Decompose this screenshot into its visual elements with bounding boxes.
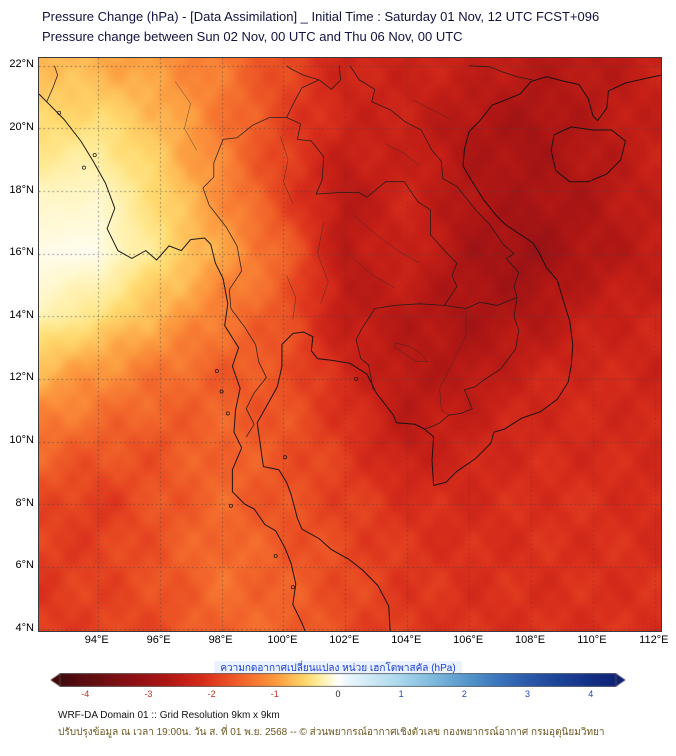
y-axis-tick-label: 14°N [9, 308, 34, 321]
x-axis-tick-label: 100°E [267, 634, 298, 646]
island-outline [219, 389, 224, 394]
coastline [256, 74, 661, 631]
y-axis-tick-label: 16°N [9, 246, 34, 259]
province-border [351, 256, 396, 289]
x-axis-tick-label: 102°E [329, 634, 360, 646]
island-outline [290, 585, 295, 590]
x-axis-tick-label: 110°E [577, 634, 607, 646]
colorbar-label-row: ความกดอากาศเปลี่ยนแปลง หน่วย เฮกโตพาสคัล… [0, 658, 676, 676]
pressure-change-heatmap [39, 58, 661, 631]
colorbar-tick-label: 4 [588, 689, 594, 699]
x-axis-tick-label: 104°E [391, 634, 422, 646]
colorbar-label: ความกดอากาศเปลี่ยนแปลง หน่วย เฮกโตพาสคัล… [214, 661, 462, 676]
province-border [413, 100, 451, 120]
island-outline [214, 369, 219, 374]
footer-credit-thai: ปรับปรุงข้อมูล ณ เวลา 19:00น. วัน ส. ที่… [58, 727, 605, 738]
colorbar: -4 -3 -2 -1 0 1 2 3 4 [50, 673, 626, 703]
island-outline [92, 153, 97, 158]
y-axis-tick-label: 20°N [9, 120, 34, 133]
colorbar-tick-label: -3 [144, 689, 153, 699]
y-axis-latitude-labels: 22°N 20°N 18°N 16°N 14°N 12°N 10°N 8°N 6°N 4°N [0, 57, 36, 634]
x-axis-tick-label: 108°E [514, 634, 546, 646]
country-border [46, 65, 59, 102]
country-border [286, 65, 320, 81]
y-axis-tick-label: 18°N [9, 183, 34, 196]
country-border [318, 65, 342, 90]
island-outline [354, 376, 359, 381]
x-axis-longitude-labels: 94°E 96°E 98°E 100°E 102°E 104°E 106°E 108°E 110… [38, 634, 669, 649]
province-border [385, 143, 420, 167]
y-axis-tick-label: 22°N [9, 58, 34, 71]
map-frame [38, 57, 662, 632]
country-borders-overlay [39, 65, 661, 631]
y-axis-tick-label: 12°N [9, 371, 34, 384]
chart-title: Pressure Change (hPa) - [Data Assimilati… [42, 9, 600, 24]
coastline [39, 93, 306, 631]
y-axis-tick-label: 10°N [9, 434, 34, 447]
island-outline [57, 110, 62, 115]
colorbar-tick-label: 1 [398, 689, 404, 699]
colorbar-tick-label: 0 [335, 689, 341, 699]
x-axis-tick-label: 98°E [208, 634, 233, 646]
header: Pressure Change (hPa) - [Data Assimilati… [42, 8, 599, 47]
x-axis-tick-label: 112°E [639, 634, 669, 646]
province-border [439, 308, 467, 416]
x-axis-tick-label: 96°E [146, 634, 171, 646]
x-axis-tick-label: 106°E [453, 634, 484, 646]
province-border [286, 275, 297, 320]
country-border [286, 117, 458, 306]
colorbar-tick-label: -2 [207, 689, 216, 699]
island-outline [273, 553, 278, 558]
chart-subtitle: Pressure change between Sun 02 Nov, 00 U… [42, 28, 463, 44]
y-axis-tick-label: 8°N [15, 496, 34, 509]
country-border [469, 65, 533, 81]
country-border [286, 79, 320, 118]
island-outline [225, 411, 230, 416]
colorbar-tick-label: -4 [81, 689, 90, 699]
province-border [317, 222, 329, 304]
island-outline [81, 165, 86, 170]
colorbar-tick-label: 2 [461, 689, 467, 699]
colorbar-gradient [50, 673, 626, 687]
y-axis-tick-label: 4°N [15, 621, 34, 634]
province-border [394, 342, 428, 362]
country-border [202, 117, 287, 438]
footer: WRF-DA Domain 01 :: Grid Resolution 9km … [58, 710, 605, 740]
coastline [550, 126, 626, 183]
country-border [355, 303, 445, 390]
island-outline [228, 503, 233, 508]
colorbar-tick-label: -1 [270, 689, 279, 699]
footer-domain-info: WRF-DA Domain 01 :: Grid Resolution 9km … [58, 710, 280, 721]
x-axis-tick-label: 94°E [84, 634, 109, 646]
colorbar-tick-label: 3 [525, 689, 531, 699]
province-border [174, 81, 198, 151]
y-axis-tick-label: 6°N [15, 559, 34, 572]
province-border [280, 136, 294, 204]
province-border [354, 215, 420, 264]
country-border [424, 297, 520, 430]
island-outline [283, 455, 287, 460]
country-border [349, 65, 520, 298]
country-border [444, 297, 518, 309]
